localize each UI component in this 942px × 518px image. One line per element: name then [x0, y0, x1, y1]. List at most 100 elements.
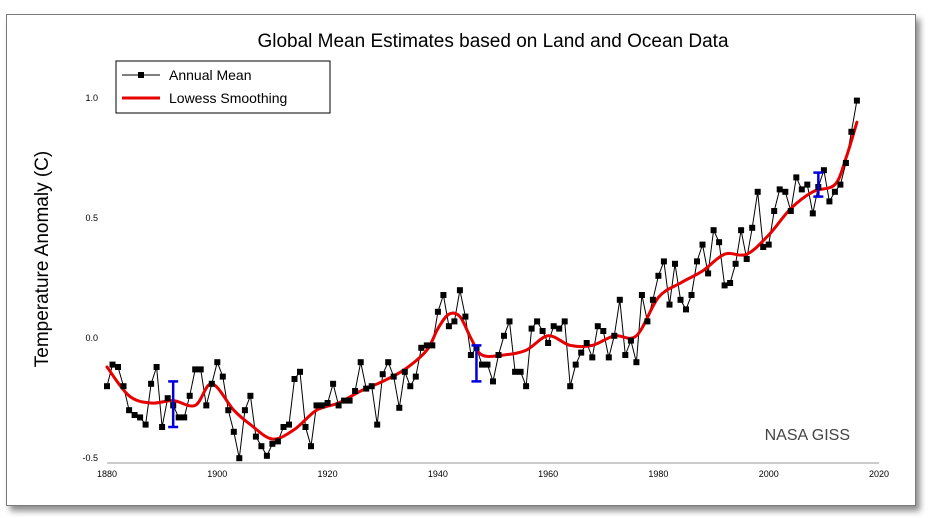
annual-mean-point-1901 [219, 373, 226, 380]
annual-mean-point-1938 [423, 342, 430, 349]
legend-box [115, 60, 331, 114]
annual-mean-point-1997 [749, 224, 756, 231]
annual-mean-point-1904 [236, 455, 243, 462]
annual-mean-point-1920 [324, 400, 331, 406]
legend-annual-marker [138, 72, 144, 78]
annual-mean-point-1927 [363, 385, 370, 392]
annual-mean-point-1939 [429, 342, 436, 349]
annual-mean-point-1890 [159, 424, 166, 430]
annual-mean-point-1983 [672, 260, 678, 267]
legend: Annual Mean Lowess Smoothing [115, 60, 331, 114]
annual-mean-point-1897 [197, 366, 204, 373]
annual-mean-point-1887 [142, 421, 149, 428]
annual-mean-point-2002 [776, 186, 783, 193]
x-tick-label-1880: 1880 [97, 469, 117, 479]
annual-mean-point-1922 [335, 402, 342, 409]
error-bar-1892 [168, 380, 179, 429]
annual-mean-point-1929 [374, 421, 381, 428]
lowess-smoothing-line [105, 120, 859, 441]
annual-mean-point-1911 [274, 438, 281, 445]
annual-mean-point-2013 [837, 181, 844, 188]
annual-mean-point-1882 [115, 364, 121, 370]
annual-mean-point-1889 [153, 364, 160, 370]
x-tick-label-1960: 1960 [538, 469, 558, 479]
annual-mean-point-1973 [616, 296, 623, 303]
annual-mean-point-1903 [230, 428, 237, 435]
x-tick-label-1920: 1920 [318, 469, 338, 479]
annual-mean-point-2000 [765, 241, 772, 248]
chart-title: Global Mean Estimates based on Land and … [257, 31, 729, 52]
annual-mean-point-2007 [804, 181, 811, 188]
annual-mean-point-2005 [793, 174, 800, 181]
annual-mean-point-1917 [308, 443, 314, 450]
legend-annual-label: Annual Mean [169, 67, 252, 83]
annual-mean-point-1978 [644, 318, 651, 325]
annual-mean-point-1966 [578, 349, 585, 356]
annual-mean-point-1956 [523, 383, 530, 390]
y-tick-label-1: 0.0 [85, 333, 98, 343]
annual-mean-point-1905 [241, 407, 248, 414]
y-tick-label-0: -0.5 [82, 453, 98, 463]
annual-mean-point-2003 [782, 188, 789, 195]
annual-mean-point-1925 [352, 388, 359, 394]
annual-mean-point-1955 [517, 368, 524, 375]
annual-mean-point-1948 [479, 361, 485, 368]
annual-mean-point-1898 [203, 402, 210, 409]
annual-mean-point-1910 [269, 440, 276, 447]
annual-mean-point-1915 [297, 368, 303, 375]
annual-mean-point-1984 [677, 296, 684, 303]
legend-smooth-label: Lowess Smoothing [169, 90, 287, 106]
annual-mean-point-1912 [280, 424, 287, 430]
annual-mean-point-2010 [820, 167, 827, 174]
annual-mean-point-1963 [561, 318, 568, 325]
annual-mean-point-2001 [771, 208, 778, 214]
annual-mean-point-1895 [186, 392, 193, 399]
annual-mean-point-1881 [109, 361, 116, 368]
annual-mean-point-1907 [252, 433, 259, 440]
annual-mean-point-1941 [440, 292, 447, 298]
y-axis-label: Temperature Anomaly (C) [32, 151, 53, 367]
annual-mean-point-1944 [456, 287, 463, 294]
annual-mean-point-1932 [390, 373, 397, 380]
annual-mean-point-1974 [622, 352, 629, 358]
annual-mean-point-1891 [164, 395, 171, 402]
annual-mean-point-1942 [445, 323, 452, 330]
annual-mean-point-2011 [826, 198, 833, 205]
annual-mean-point-1946 [467, 352, 474, 358]
annual-mean-point-1921 [330, 380, 337, 387]
annual-mean-point-1968 [589, 354, 596, 361]
x-tick-label-2000: 2000 [759, 469, 779, 479]
annual-mean-point-1960 [545, 340, 552, 346]
y-tick-label-2: 0.5 [85, 213, 98, 223]
annual-mean-point-1951 [495, 352, 502, 358]
annual-mean-point-1888 [148, 380, 155, 387]
annual-mean-point-1949 [484, 361, 491, 368]
annual-mean-point-1937 [418, 344, 425, 351]
annual-mean-point-1954 [512, 368, 519, 375]
x-tick-label-1940: 1940 [428, 469, 448, 479]
annual-mean-point-1913 [286, 421, 292, 428]
x-tick-label-1900: 1900 [207, 469, 227, 479]
annual-mean-point-1940 [434, 308, 441, 315]
annual-mean-point-1991 [716, 239, 723, 246]
annual-mean-point-1981 [660, 258, 667, 265]
annual-mean-point-1923 [341, 397, 348, 404]
annual-mean-point-1894 [181, 414, 188, 421]
annual-mean-point-1985 [683, 306, 689, 313]
annual-mean-point-1933 [396, 404, 403, 411]
annual-mean-point-1976 [633, 359, 640, 366]
annual-mean-point-1969 [594, 323, 601, 330]
annual-mean-point-1970 [600, 328, 607, 334]
annual-mean-point-1992 [721, 282, 728, 289]
annual-mean-point-1952 [501, 332, 507, 339]
annual-mean-point-1982 [666, 301, 673, 308]
annual-mean-point-1977 [638, 292, 645, 298]
annual-mean-point-1986 [688, 292, 695, 298]
annual-mean-point-1914 [291, 376, 298, 382]
annual-mean-point-1957 [528, 325, 535, 332]
error-bar-1947 [471, 344, 482, 383]
annual-mean-point-1990 [710, 227, 717, 234]
annual-mean-point-1998 [754, 188, 761, 195]
annual-mean-point-1999 [760, 244, 767, 250]
annual-mean-point-1962 [556, 325, 563, 332]
